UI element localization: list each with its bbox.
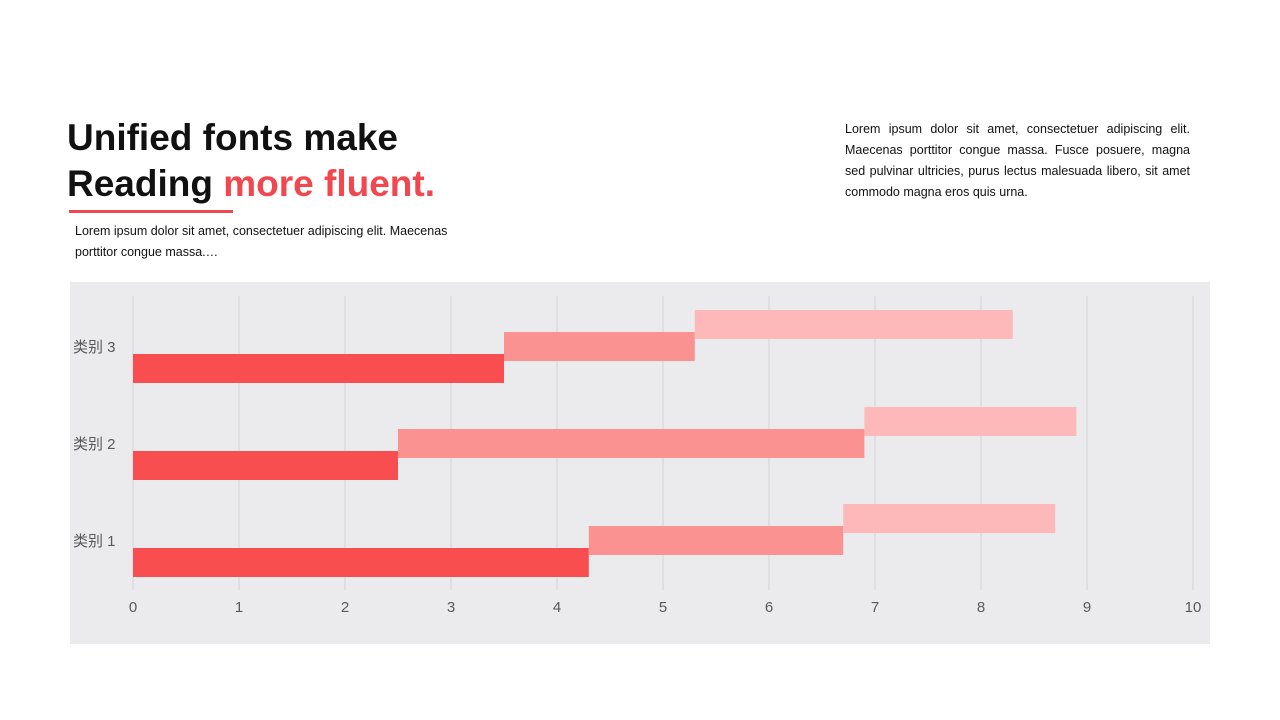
bar-category-3-segment-3 (694, 310, 1013, 339)
x-tick-label: 9 (1083, 599, 1091, 616)
x-tick-label: 8 (977, 599, 985, 616)
bar-category-1-segment-2 (588, 526, 844, 555)
y-axis-labels: 类别 1 类别 2 类别 3 (73, 339, 116, 550)
y-category-label: 类别 1 (73, 533, 116, 550)
subtitle-text: Lorem ipsum dolor sit amet, consectetuer… (75, 224, 448, 259)
slide-title: Unified fonts make Reading more fluent. (67, 115, 435, 207)
bar-category-3-segment-2 (504, 332, 695, 361)
chart-panel: 0 1 2 3 4 5 6 7 8 9 10 类别 1 类别 2 类别 3 (70, 282, 1210, 644)
bar-category-1-segment-3 (843, 504, 1056, 533)
x-tick-label: 2 (341, 599, 349, 616)
x-tick-label: 6 (765, 599, 773, 616)
x-axis-ticks: 0 1 2 3 4 5 6 7 8 9 10 (129, 599, 1202, 616)
x-tick-label: 10 (1185, 599, 1202, 616)
side-description: Lorem ipsum dolor sit amet, consectetuer… (845, 122, 1190, 199)
x-tick-label: 7 (871, 599, 879, 616)
x-tick-label: 4 (553, 599, 561, 616)
title-line-2-accent: more fluent. (223, 163, 435, 204)
chart-bars (133, 310, 1077, 577)
bar-category-2-segment-1 (133, 451, 398, 480)
y-category-label: 类别 3 (73, 339, 116, 356)
title-line-2-plain: Reading (67, 163, 224, 204)
x-tick-label: 3 (447, 599, 455, 616)
title-line-1: Unified fonts make (67, 117, 398, 158)
bar-category-2-segment-3 (864, 407, 1077, 436)
x-tick-label: 0 (129, 599, 137, 616)
x-tick-label: 5 (659, 599, 667, 616)
staggered-bar-chart: 0 1 2 3 4 5 6 7 8 9 10 类别 1 类别 2 类别 3 (73, 296, 1202, 616)
bar-category-2-segment-2 (398, 429, 865, 458)
title-underline (69, 210, 233, 213)
y-category-label: 类别 2 (73, 436, 116, 453)
x-tick-label: 1 (235, 599, 243, 616)
bar-category-3-segment-1 (133, 354, 504, 383)
bar-category-1-segment-1 (133, 548, 589, 577)
